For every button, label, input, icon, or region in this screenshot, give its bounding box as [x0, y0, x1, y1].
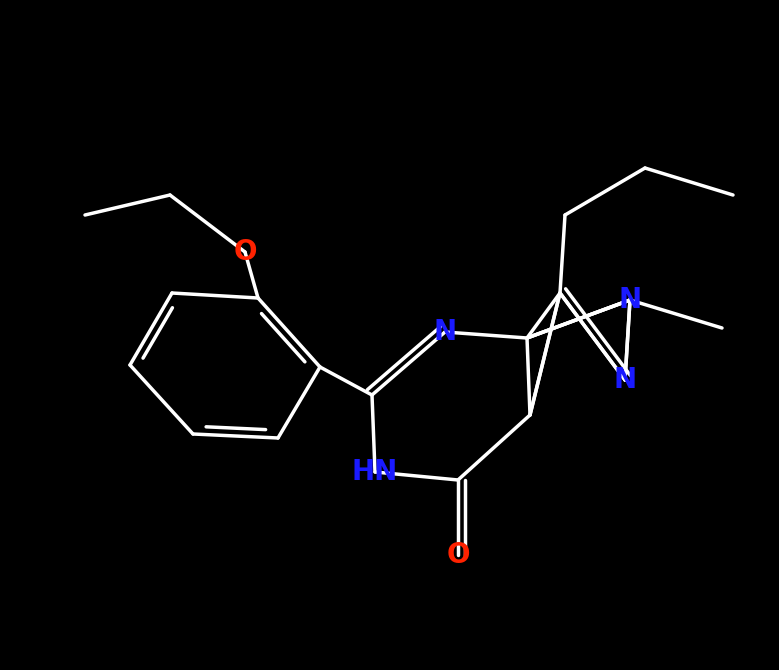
Text: O: O: [233, 238, 257, 266]
Text: N: N: [433, 318, 456, 346]
Text: N: N: [613, 366, 636, 394]
Text: O: O: [446, 541, 470, 569]
Text: N: N: [619, 286, 642, 314]
Text: HN: HN: [352, 458, 398, 486]
